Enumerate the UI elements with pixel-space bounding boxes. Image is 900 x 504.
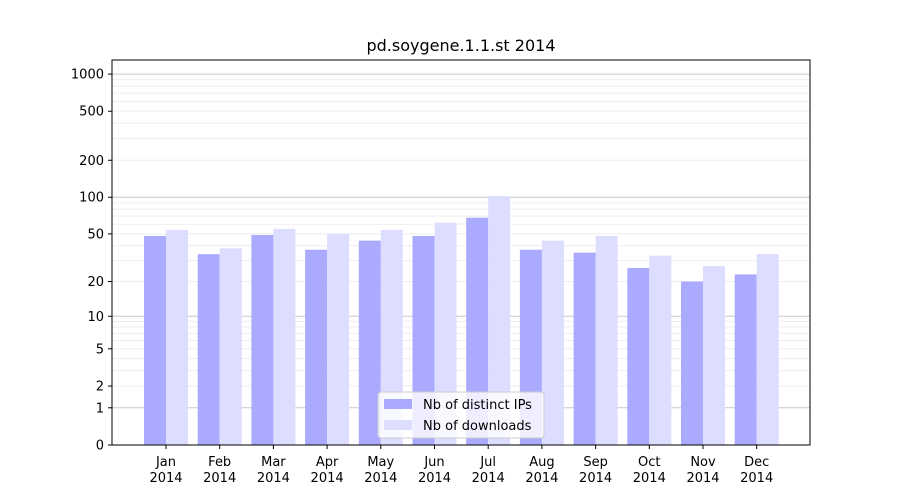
bar-downloads	[541, 240, 564, 445]
bar-distinct-ips	[144, 236, 166, 445]
bar-downloads	[166, 229, 188, 445]
x-tick-label: Aug 2014	[525, 455, 558, 486]
legend-label: Nb of distinct IPs	[423, 398, 532, 413]
bar-distinct-ips	[466, 217, 489, 445]
bar-distinct-ips	[627, 268, 650, 445]
y-tick-label: 20	[87, 275, 104, 290]
bar-distinct-ips	[734, 274, 757, 445]
y-tick-label: 2	[96, 380, 104, 395]
x-axis: Jan 2014 Feb 2014 Mar 2014 Apr 2014 May 2014 Jun 20…	[149, 445, 773, 486]
y-tick-label: 1	[96, 401, 104, 416]
y-tick-label: 1000	[71, 68, 104, 83]
bar-distinct-ips	[358, 240, 381, 445]
legend-swatch	[384, 420, 412, 430]
x-tick-label: Jul 2014	[472, 455, 505, 486]
bar-downloads	[273, 228, 296, 445]
legend-box	[377, 391, 545, 439]
y-tick-label: 50	[87, 227, 104, 242]
bar-distinct-ips	[197, 254, 220, 445]
bar-downloads	[756, 254, 779, 445]
y-tick-label: 10	[87, 310, 104, 325]
y-tick-label: 5	[96, 342, 104, 357]
legend: Nb of distinct IPs Nb of downloads	[377, 391, 545, 439]
x-tick-label: Jan 2014	[149, 455, 182, 486]
plot-frame	[111, 59, 811, 446]
x-tick-label: Apr 2014	[311, 455, 344, 486]
y-tick-label: 100	[79, 191, 104, 206]
bar-downloads	[595, 236, 618, 445]
x-tick-label: Feb 2014	[203, 455, 236, 486]
chart-title: pd.soygene.1.1.st 2014	[366, 36, 555, 55]
bar-downloads	[488, 196, 511, 445]
legend-label: Nb of downloads	[423, 419, 532, 434]
x-tick-label: Dec 2014	[740, 455, 773, 486]
bar-downloads	[380, 229, 403, 445]
x-tick-label: Jun 2014	[418, 455, 451, 486]
y-axis: 0 1 2 5 10 20 50 100 200 500 1000	[71, 68, 112, 454]
bar-distinct-ips	[305, 249, 328, 445]
bar-distinct-ips	[681, 281, 703, 445]
y-tick-label: 200	[79, 154, 104, 169]
bar-downloads	[219, 248, 242, 445]
bar-downloads	[649, 255, 672, 445]
x-tick-label: Oct 2014	[633, 455, 666, 486]
x-tick-label: Mar 2014	[257, 455, 290, 486]
bar-downloads	[327, 233, 350, 445]
y-tick-label: 0	[96, 439, 104, 454]
legend-swatch	[384, 399, 412, 409]
x-tick-label: Nov 2014	[686, 455, 719, 486]
bars	[144, 196, 779, 445]
x-tick-label: Sep 2014	[579, 455, 612, 486]
bar-downloads	[703, 266, 725, 445]
bar-downloads	[434, 222, 457, 445]
x-tick-label: May 2014	[364, 455, 397, 486]
bar-distinct-ips	[573, 252, 596, 445]
y-tick-label: 500	[79, 105, 104, 120]
bar-distinct-ips	[251, 234, 274, 445]
